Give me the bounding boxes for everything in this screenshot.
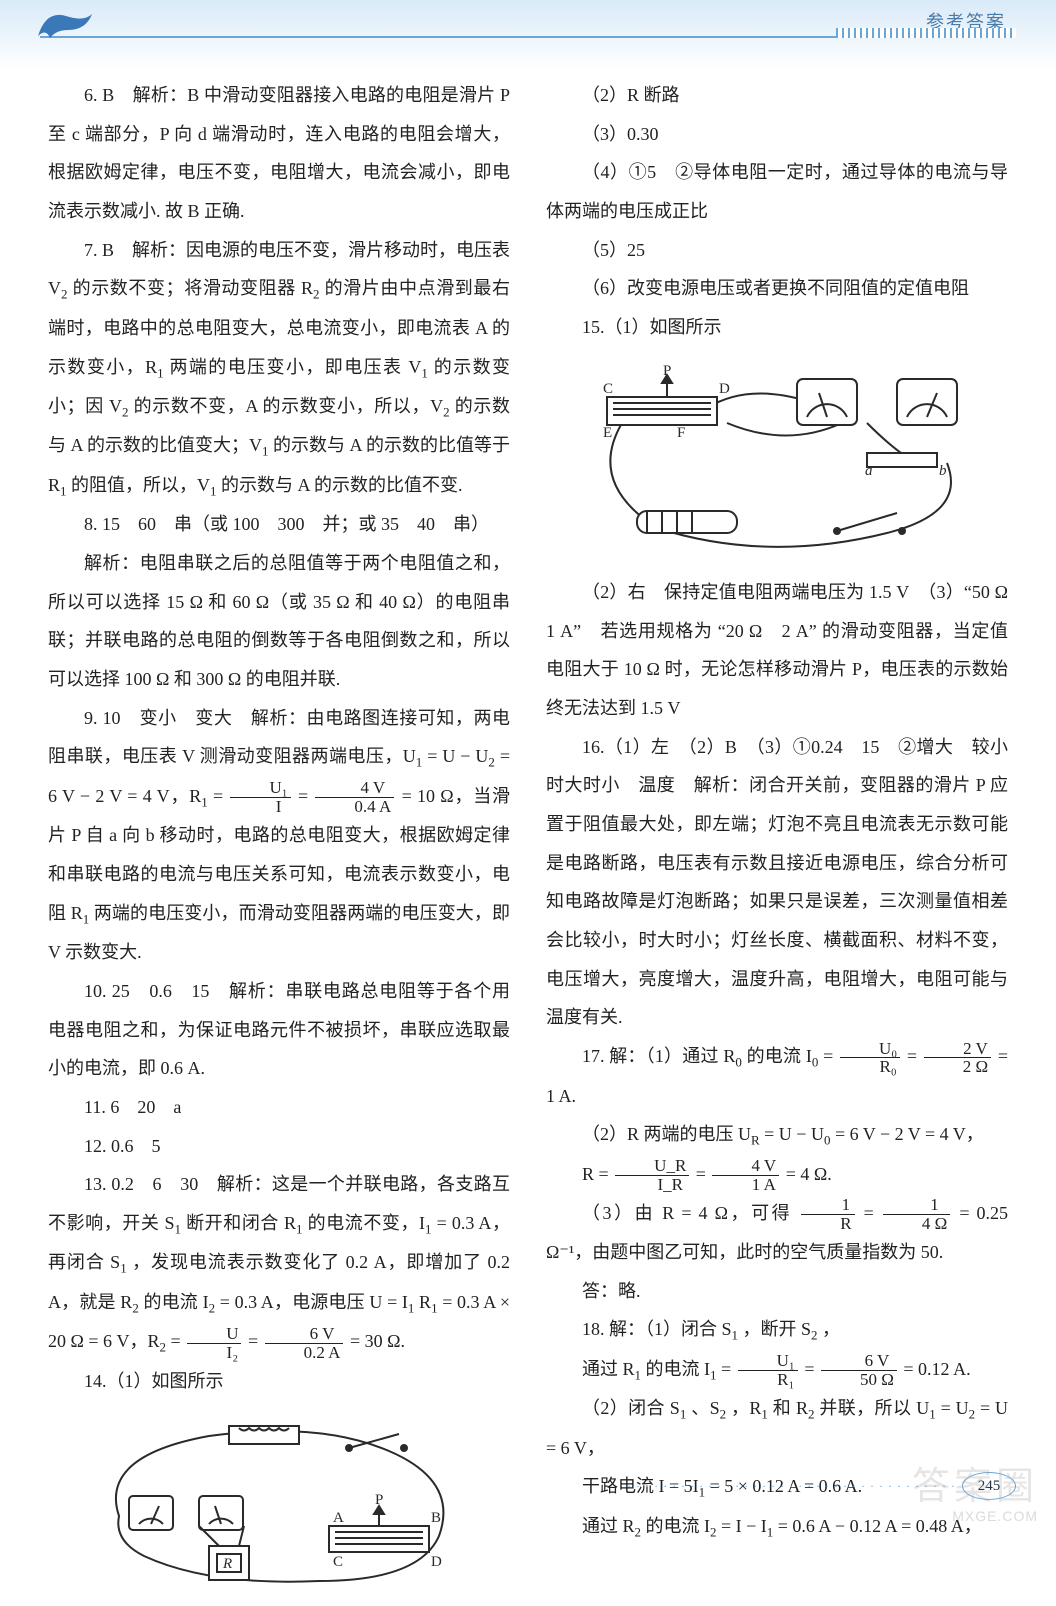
answer-8-explain: 解析：电阻串联之后的总阻值等于两个电阻值之和，所以可以选择 15 Ω 和 60 … — [48, 544, 510, 699]
frac-4V-1A: 4 V1 A — [712, 1157, 779, 1194]
content-columns: 6. B 解析：B 中滑动变阻器接入电路的电阻是滑片 P 至 c 端部分，P 向… — [0, 50, 1056, 1606]
answer-9: 9. 10 变小 变大 解析：由电路图连接可知，两电阻串联，电压表 V 测滑动变… — [48, 699, 510, 972]
dolphin-logo — [34, 6, 96, 44]
answer-18-2a: （2）闭合 S1 、S2 ，R1 和 R2 并联，所以 U1 = U2 = U … — [546, 1389, 1008, 1467]
answer-18-2c: 通过 R2 的电流 I2 = I − I1 = 0.6 A − 0.12 A =… — [546, 1507, 1008, 1546]
svg-text:F: F — [677, 425, 685, 441]
frac-U-I2: UI₂ — [187, 1325, 241, 1362]
answer-14-3: （3）0.30 — [546, 115, 1008, 154]
svg-text:D: D — [719, 381, 730, 397]
frac-U1-I: U₁I — [230, 779, 290, 816]
answer-14-4: （4）①5 ②导体电阻一定时，通过导体的电流与导体两端的电压成正比 — [546, 153, 1008, 230]
frac-UR-IR: U_RI_R — [615, 1157, 689, 1194]
answer-6: 6. B 解析：B 中滑动变阻器接入电路的电阻是滑片 P 至 c 端部分，P 向… — [48, 76, 510, 231]
svg-text:B: B — [431, 1510, 441, 1526]
answer-17-3: （3）由 R = 4 Ω，可得 1R = 14 Ω = 0.25 Ω⁻¹，由题中… — [546, 1194, 1008, 1272]
svg-text:R: R — [222, 1556, 232, 1572]
svg-text:E: E — [603, 425, 612, 441]
frac-2V-2O: 2 V2 Ω — [924, 1040, 991, 1077]
svg-text:D: D — [431, 1554, 442, 1570]
answer-14-1: 14.（1）如图所示 — [48, 1362, 510, 1401]
svg-text:A: A — [333, 1510, 344, 1526]
answer-12: 12. 0.6 5 — [48, 1127, 510, 1166]
right-column: （2）R 断路 （3）0.30 （4）①5 ②导体电阻一定时，通过导体的电流与导… — [546, 76, 1008, 1606]
svg-text:a: a — [865, 463, 873, 479]
answer-11: 11. 6 20 a — [48, 1088, 510, 1127]
frac-U1-R1: U₁R₁ — [738, 1352, 798, 1389]
answer-18-1b: 通过 R1 的电流 I1 = U₁R₁ = 6 V50 Ω = 0.12 A. — [546, 1350, 1008, 1389]
svg-text:P: P — [375, 1492, 383, 1508]
left-column: 6. B 解析：B 中滑动变阻器接入电路的电阻是滑片 P 至 c 端部分，P 向… — [48, 76, 510, 1606]
answer-16: 16.（1）左 （2）B （3）①0.24 15 ②增大 较小 时大时小 温度 … — [546, 728, 1008, 1038]
frac-4V-04A: 4 V0.4 A — [315, 779, 394, 816]
answer-17-end: 答：略. — [546, 1272, 1008, 1311]
answer-15-1: 15.（1）如图所示 — [546, 308, 1008, 347]
answer-7: 7. B 解析：因电源的电压不变，滑片移动时，电压表 V2 的示数不变；将滑动变… — [48, 231, 510, 506]
page-header: 参考答案 — [0, 0, 1056, 50]
answer-10: 10. 25 0.6 15 解析：串联电路总电阻等于各个用电器电阻之和，为保证电… — [48, 972, 510, 1088]
page-number: · · · · · · · · · · · · · · · · · · · · … — [627, 1472, 1016, 1500]
page-number-value: 245 — [962, 1472, 1016, 1500]
figure-14: A B C D P R — [48, 1406, 510, 1596]
answer-17-2a: （2）R 两端的电压 UR = U − U0 = 6 V − 2 V = 4 V… — [546, 1115, 1008, 1154]
svg-text:b: b — [939, 463, 947, 479]
frac-U0-R0: U₀R₀ — [840, 1040, 900, 1077]
svg-text:P: P — [663, 363, 671, 379]
answer-14-2: （2）R 断路 — [546, 76, 1008, 115]
answer-14-6: （6）改变电源电压或者更换不同阻值的定值电阻 — [546, 269, 1008, 308]
answer-13: 13. 0.2 6 30 解析：这是一个并联电路，各支路互不影响，开关 S1 断… — [48, 1165, 510, 1361]
frac-1-R: 1R — [801, 1196, 854, 1233]
figure-15: C D E F P a b — [546, 353, 1008, 563]
frac-6V-02A: 6 V0.2 A — [265, 1325, 344, 1362]
page-dots: · · · · · · · · · · · · · · · · · · · · … — [627, 1479, 956, 1494]
svg-text:C: C — [333, 1554, 343, 1570]
answer-15-23: （2）右 保持定值电阻两端电压为 1.5 V （3）“50 Ω 1 A” 若选用… — [546, 573, 1008, 728]
frac-1-4O: 14 Ω — [883, 1196, 950, 1233]
answer-14-5: （5）25 — [546, 231, 1008, 270]
header-stripes — [836, 28, 1016, 38]
answer-8: 8. 15 60 串（或 100 300 并；或 35 40 串） — [48, 505, 510, 544]
answer-17-2b: R = U_RI_R = 4 V1 A = 4 Ω. — [546, 1155, 1008, 1194]
svg-text:C: C — [603, 381, 613, 397]
answer-18-1: 18. 解：（1）闭合 S1 ，断开 S2 ， — [546, 1310, 1008, 1349]
frac-6V-50O: 6 V50 Ω — [821, 1352, 897, 1389]
answer-17-1: 17. 解：（1）通过 R0 的电流 I0 = U₀R₀ = 2 V2 Ω = … — [546, 1037, 1008, 1115]
